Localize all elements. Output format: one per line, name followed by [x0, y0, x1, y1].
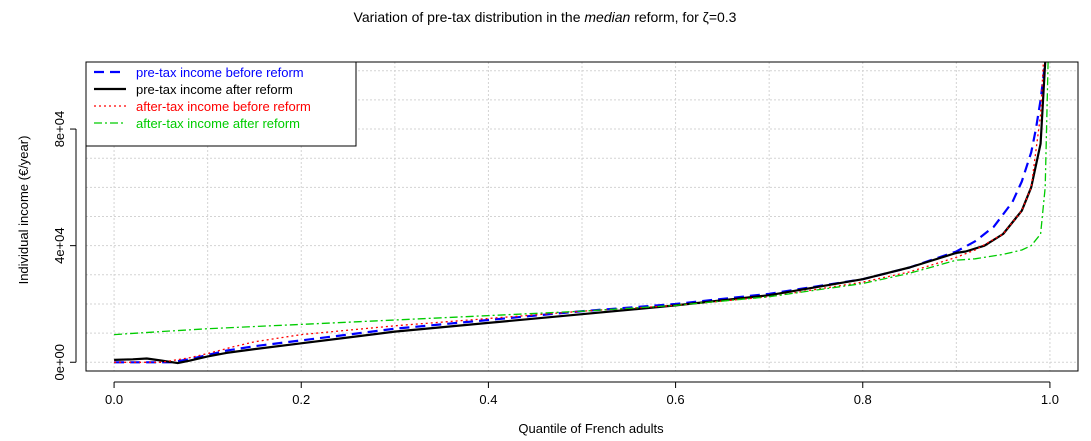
x-tick-label: 0.4	[479, 392, 497, 407]
y-tick-label: 0e+00	[52, 344, 67, 381]
legend-box	[85, 61, 357, 147]
legend-label: after-tax income before reform	[136, 99, 311, 114]
title-suffix: reform, for ζ=0.3	[630, 9, 736, 25]
x-axis-label: Quantile of French adults	[518, 421, 664, 436]
x-tick-label: 0.6	[667, 392, 685, 407]
x-tick-label: 0.8	[854, 392, 872, 407]
y-tick-label: 4e+04	[52, 227, 67, 264]
legend-label: pre-tax income after reform	[136, 82, 293, 97]
y-axis-label: Individual income (€/year)	[16, 136, 31, 285]
chart-title: Variation of pre-tax distribution in the…	[354, 9, 737, 25]
legend-label: pre-tax income before reform	[136, 65, 304, 80]
plot-frame	[85, 61, 1079, 372]
series-lines	[114, 61, 1049, 365]
x-tick-label: 0.0	[105, 392, 123, 407]
x-tick-label: 0.2	[292, 392, 310, 407]
axes: 0.0 0.2 0.4 0.6 0.8 1.0 0e+00 4e+04 8e+04	[52, 111, 1059, 407]
y-tick-label: 8e+04	[52, 111, 67, 148]
series-line-1	[114, 61, 1047, 364]
legend-label: after-tax income after reform	[136, 116, 300, 131]
series-line-2	[114, 61, 1047, 365]
title-prefix: Variation of pre-tax distribution in the	[354, 9, 585, 25]
series-line-4	[114, 61, 1049, 336]
title-emphasis: median	[584, 9, 630, 25]
legend: pre-tax income before reform pre-tax inco…	[85, 61, 357, 147]
x-tick-label: 1.0	[1041, 392, 1059, 407]
